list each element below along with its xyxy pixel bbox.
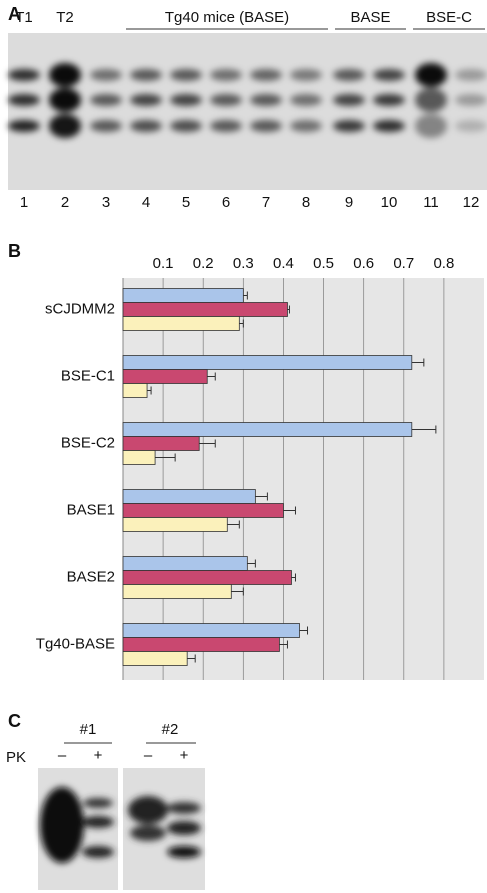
bar	[123, 490, 255, 504]
band	[290, 120, 322, 132]
bar	[123, 423, 412, 437]
y-tick-label: Tg40-BASE	[36, 635, 115, 652]
band	[455, 94, 487, 106]
band	[290, 69, 322, 81]
band	[333, 69, 365, 81]
lane-number: 7	[262, 194, 270, 211]
bar	[123, 585, 231, 599]
band	[373, 69, 405, 81]
bar	[123, 504, 283, 518]
band	[415, 63, 447, 87]
bar	[123, 638, 279, 652]
y-tick-label: BSE-C2	[61, 434, 115, 451]
sample-label: #2	[162, 721, 179, 738]
band	[250, 120, 282, 132]
band	[250, 94, 282, 106]
lane-group-label: T2	[56, 9, 74, 26]
bar	[123, 384, 147, 398]
page: {"panel_a": {"label": "A", "group_labels…	[0, 0, 487, 893]
row-label: PK	[6, 749, 26, 766]
lane-group-label: Tg40 mice (BASE)	[165, 9, 289, 26]
lane-number: 5	[182, 194, 190, 211]
y-tick-label: BSE-C1	[61, 367, 115, 384]
band	[210, 94, 242, 106]
band	[373, 120, 405, 132]
plot-background	[123, 278, 484, 680]
band	[455, 69, 487, 81]
bar	[123, 437, 199, 451]
bar	[123, 303, 287, 317]
band	[170, 69, 202, 81]
band	[250, 69, 282, 81]
band	[90, 94, 122, 106]
band	[130, 120, 162, 132]
panel-label: B	[8, 241, 21, 261]
lane-number: 3	[102, 194, 110, 211]
band	[333, 94, 365, 106]
y-tick-label: BASE1	[67, 501, 115, 518]
bar	[123, 518, 227, 532]
band	[130, 69, 162, 81]
band	[210, 120, 242, 132]
band	[373, 94, 405, 106]
x-tick-label: 0.8	[433, 255, 454, 272]
figure: A B C 123456789101112T1T2Tg40 mice (BASE…	[0, 0, 487, 893]
band	[290, 94, 322, 106]
band	[170, 94, 202, 106]
lane-number: 9	[345, 194, 353, 211]
band	[8, 94, 40, 106]
x-tick-label: 0.6	[353, 255, 374, 272]
band	[49, 63, 81, 87]
bar	[123, 571, 291, 585]
x-tick-label: 0.2	[193, 255, 214, 272]
bar	[123, 356, 412, 370]
lane-number: 2	[61, 194, 69, 211]
band	[49, 88, 81, 112]
bar	[123, 652, 187, 666]
band	[333, 120, 365, 132]
band	[415, 114, 447, 138]
lane-number: 6	[222, 194, 230, 211]
blot-a	[8, 33, 487, 190]
x-tick-label: 0.4	[273, 255, 294, 272]
band	[130, 94, 162, 106]
y-tick-label: sCJDMM2	[45, 300, 115, 317]
lane-group-label: T1	[15, 9, 33, 26]
x-tick-label: 0.1	[153, 255, 174, 272]
treatment-label: –	[58, 747, 67, 764]
band	[90, 69, 122, 81]
sample-label: #1	[80, 721, 97, 738]
treatment-label: –	[144, 747, 153, 764]
band	[8, 69, 40, 81]
bar	[123, 451, 155, 465]
bar	[123, 289, 243, 303]
band	[49, 114, 81, 138]
bar	[123, 624, 299, 638]
x-tick-label: 0.3	[233, 255, 254, 272]
lane-number: 12	[463, 194, 480, 211]
band	[8, 120, 40, 132]
y-tick-label: BASE2	[67, 568, 115, 585]
lane-number: 4	[142, 194, 150, 211]
bar	[123, 370, 207, 384]
lane-number: 11	[423, 194, 439, 211]
x-tick-label: 0.5	[313, 255, 334, 272]
lane-number: 10	[381, 194, 398, 211]
bar	[123, 557, 247, 571]
lane-number: 1	[20, 194, 28, 211]
band	[90, 120, 122, 132]
bar	[123, 317, 239, 331]
band	[210, 69, 242, 81]
band	[170, 120, 202, 132]
treatment-label: +	[94, 747, 103, 764]
band	[455, 120, 487, 132]
lane-group-label: BASE	[350, 9, 390, 26]
x-tick-label: 0.7	[393, 255, 414, 272]
lane-group-label: BSE-C	[426, 9, 472, 26]
lane-number: 8	[302, 194, 310, 211]
panel-label: C	[8, 711, 21, 731]
band	[415, 88, 447, 112]
treatment-label: +	[180, 747, 189, 764]
